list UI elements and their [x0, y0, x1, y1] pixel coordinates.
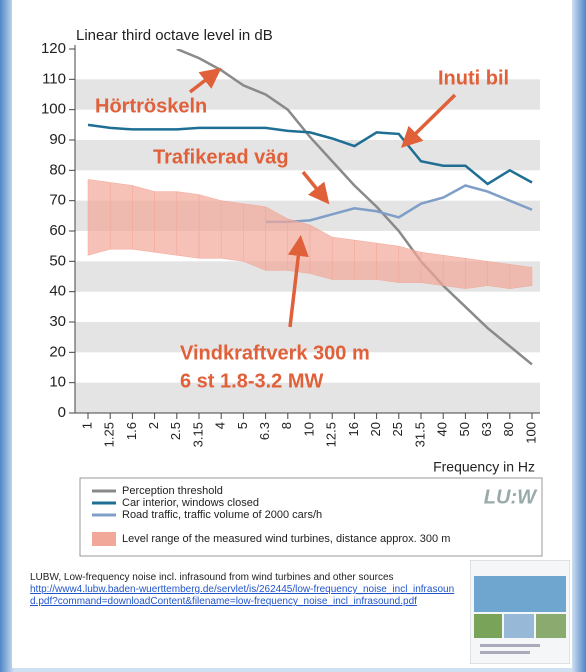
- thumbnail: [470, 560, 570, 664]
- y-tick-label: 90: [49, 131, 66, 148]
- annotation: Hörtröskeln: [95, 95, 207, 117]
- range-area: [399, 246, 421, 282]
- range-area: [155, 192, 177, 256]
- y-tick-label: 20: [49, 343, 66, 360]
- annotation-arrow: [303, 172, 325, 199]
- y-tick-label: 120: [41, 40, 66, 57]
- x-tick-label: 63: [479, 422, 494, 436]
- x-tick-label: 3.15: [190, 422, 205, 447]
- chart: Linear third octave level in dB Frequenc…: [0, 0, 586, 565]
- annotation: Inuti bil: [438, 67, 509, 89]
- thumbnail-photo: [474, 576, 566, 612]
- legend-label: Road traffic, traffic volume of 2000 car…: [122, 509, 322, 521]
- y-tick-label: 0: [58, 404, 66, 421]
- annotation: Vindkraftverk 300 m: [180, 342, 370, 364]
- y-tick-label: 60: [49, 222, 66, 239]
- x-tick-label: 5: [235, 422, 250, 429]
- y-tick-label: 40: [49, 283, 66, 300]
- y-tick-label: 70: [49, 192, 66, 209]
- range-area: [243, 204, 265, 271]
- x-tick-label: 2: [146, 422, 161, 429]
- thumbnail-text: [480, 651, 530, 654]
- y-tick-label: 30: [49, 313, 66, 330]
- thumbnail-photo: [536, 614, 566, 638]
- x-tick-label: 50: [457, 422, 472, 436]
- x-tick-label: 31.5: [412, 422, 427, 447]
- range-area: [421, 252, 443, 285]
- x-tick-label: 6.3: [257, 422, 272, 440]
- range-area: [177, 192, 199, 259]
- legend-label: Level range of the measured wind turbine…: [122, 533, 450, 545]
- annotation: 6 st 1.8-3.2 MW: [180, 370, 324, 392]
- thumbnail-text: [480, 644, 540, 647]
- page: {"chart_data": {"type": "line", "title":…: [0, 0, 586, 672]
- y-tick-label: 100: [41, 101, 66, 118]
- range-area: [488, 261, 510, 288]
- thumbnail-photo: [474, 614, 502, 638]
- range-area: [132, 186, 154, 253]
- citation-text: LUBW, Low-frequency noise incl. infrasou…: [30, 572, 460, 584]
- x-tick-label: 10: [301, 422, 316, 436]
- thumbnail-photo: [504, 614, 534, 638]
- x-axis-label: Frequency in Hz: [433, 459, 535, 475]
- range-area: [221, 201, 243, 262]
- y-tick-label: 110: [42, 70, 66, 87]
- range-area: [465, 258, 487, 288]
- x-tick-label: 40: [435, 422, 450, 436]
- x-tick-label: 2.5: [168, 422, 183, 440]
- y-tick-label: 50: [49, 252, 66, 269]
- x-tick-label: 25: [390, 422, 405, 436]
- annotation: Trafikerad väg: [153, 146, 289, 168]
- y-tick-label: 80: [49, 161, 66, 178]
- x-tick-label: 20: [368, 422, 383, 436]
- x-tick-label: 12.5: [324, 422, 339, 447]
- x-tick-label: 80: [501, 422, 516, 436]
- range-area: [310, 225, 332, 280]
- y-tick-label: 10: [49, 374, 66, 391]
- x-tick-label: 8: [279, 422, 294, 429]
- legend-label: Car interior, windows closed: [122, 497, 259, 509]
- x-tick-label: 16: [346, 422, 361, 436]
- range-area: [377, 243, 399, 282]
- legend-swatch: [92, 532, 116, 546]
- range-area: [88, 179, 110, 255]
- citation: LUBW, Low-frequency noise incl. infrasou…: [30, 572, 460, 608]
- range-area: [332, 237, 354, 279]
- range-area: [110, 182, 132, 249]
- range-area: [443, 255, 465, 288]
- logo: LU:W: [484, 486, 538, 508]
- x-tick-label: 1: [79, 422, 94, 429]
- x-tick-label: 4: [213, 422, 228, 429]
- range-area: [510, 264, 532, 288]
- range-area: [354, 240, 376, 279]
- x-tick-label: 1.25: [102, 422, 117, 447]
- citation-link[interactable]: http://www4.lubw.baden-wuerttemberg.de/s…: [30, 584, 454, 607]
- x-tick-label: 1.6: [124, 422, 139, 440]
- grid-band: [75, 140, 540, 170]
- legend-label: Perception threshold: [122, 485, 223, 497]
- x-tick-label: 100: [523, 422, 538, 444]
- range-area: [199, 195, 221, 259]
- chart-title: Linear third octave level in dB: [76, 27, 273, 44]
